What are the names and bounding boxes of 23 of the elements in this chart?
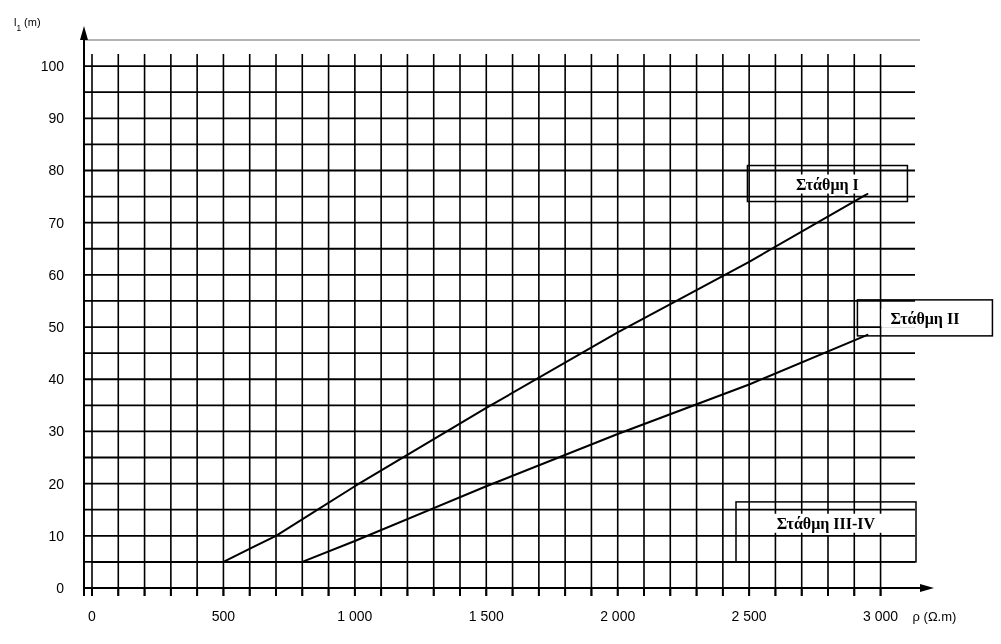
y-tick-label: 0 <box>56 580 65 596</box>
x-tick-label: 3 000 <box>863 608 899 624</box>
x-tick-label: 1 500 <box>468 608 505 624</box>
series-label: Στάθμη II <box>890 309 960 328</box>
y-tick-label: 100 <box>40 58 65 75</box>
x-axis-title: ρ (Ω.m) <box>912 609 957 624</box>
y-tick-label: 10 <box>48 527 65 544</box>
x-tick-label: 2 500 <box>731 608 767 624</box>
x-tick-label: 500 <box>211 608 236 624</box>
y-tick-label: 50 <box>48 319 65 336</box>
x-tick-label: 0 <box>88 608 97 624</box>
x-tick-label: 1 000 <box>337 608 373 624</box>
y-tick-label: 20 <box>48 475 65 492</box>
y-tick-label: 60 <box>48 266 65 283</box>
y-tick-label: 80 <box>48 162 65 179</box>
series-label: Στάθμη I <box>796 175 859 194</box>
y-tick-label: 30 <box>48 423 65 440</box>
y-tick-label: 90 <box>48 110 65 127</box>
x-tick-label: 2 000 <box>600 608 636 624</box>
y-tick-label: 70 <box>48 214 65 231</box>
y-axis-title: l$_{1}$ (m) <box>14 16 41 33</box>
y-tick-label: 40 <box>48 371 65 388</box>
series-label: Στάθμη III-IV <box>776 514 876 533</box>
